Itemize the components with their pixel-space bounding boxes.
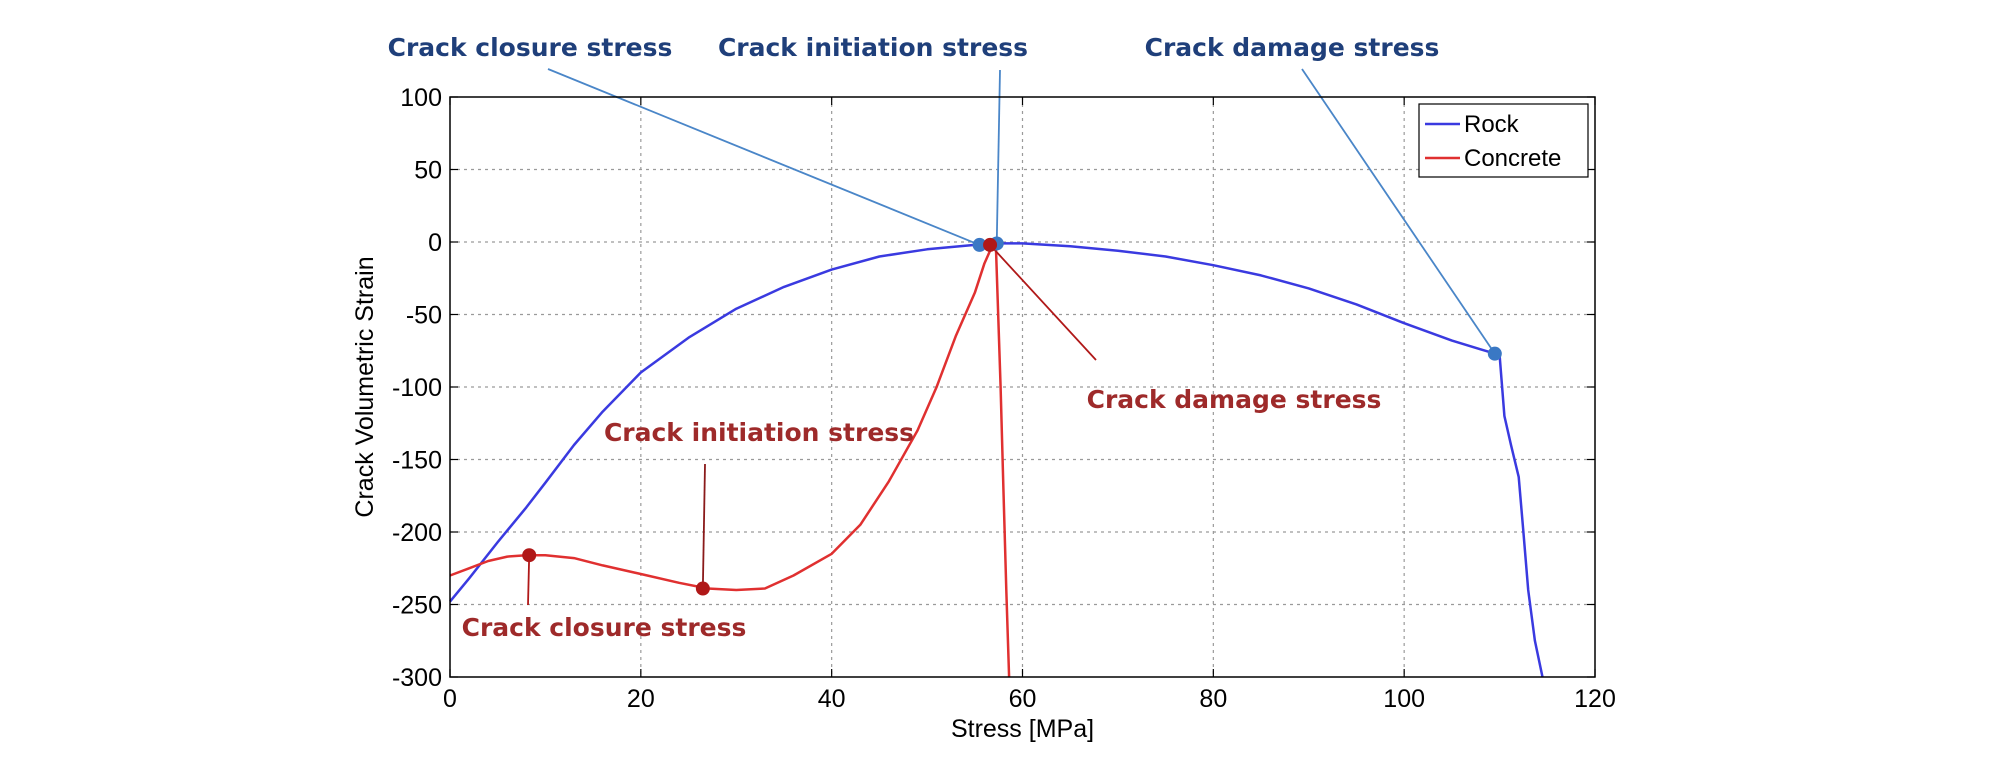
y-tick-label--250: -250 xyxy=(392,592,442,620)
y-tick-label--300: -300 xyxy=(392,664,442,692)
series-line-concrete xyxy=(449,242,1011,678)
y-tick-label--50: -50 xyxy=(406,302,442,330)
y-tick-label--150: -150 xyxy=(392,447,442,475)
marker-concrete-4 xyxy=(522,548,537,563)
marker-rock-2 xyxy=(1487,346,1502,361)
legend-label-rock: Rock xyxy=(1464,111,1520,138)
leader-line-5 xyxy=(527,555,531,606)
annotation-concrete-crack-initiation: Crack initiation stress xyxy=(604,418,914,447)
leader-line-0 xyxy=(547,68,980,246)
grid xyxy=(450,97,1595,677)
annotation-concrete-crack-damage: Crack damage stress xyxy=(1087,385,1382,414)
x-tick-label-0: 0 xyxy=(443,685,457,713)
marker-rock-0 xyxy=(972,237,987,252)
axis-ticks: 0 20 40 60 80 100 120 100 50 0 -50 -100 -150 -200 -250… xyxy=(392,84,1616,713)
marker-concrete-5 xyxy=(695,581,710,596)
y-tick-label--200: -200 xyxy=(392,519,442,547)
leader-line-2 xyxy=(1301,68,1496,355)
x-tick-label-120: 120 xyxy=(1574,685,1616,713)
y-tick-label-100: 100 xyxy=(400,84,442,112)
x-tick-label-40: 40 xyxy=(818,685,846,713)
leader-line-3 xyxy=(989,244,1097,361)
x-tick-label-80: 80 xyxy=(1199,685,1227,713)
x-tick-label-20: 20 xyxy=(627,685,655,713)
markers xyxy=(522,236,1502,596)
annotation-rock-crack-damage: Crack damage stress xyxy=(1145,33,1440,62)
leader-line-1 xyxy=(995,69,1001,244)
series-lines xyxy=(449,242,1544,678)
legend-label-concrete: Concrete xyxy=(1464,145,1561,172)
y-tick-label-0: 0 xyxy=(428,229,442,257)
x-tick-label-100: 100 xyxy=(1383,685,1425,713)
annotation-concrete-crack-closure: Crack closure stress xyxy=(462,613,747,642)
marker-concrete-3 xyxy=(983,237,998,252)
x-tick-label-60: 60 xyxy=(1009,685,1037,713)
annotation-leaders xyxy=(527,68,1496,606)
series-line-rock xyxy=(449,242,1544,678)
annotation-rock-crack-initiation: Crack initiation stress xyxy=(718,33,1028,62)
y-tick-label--100: -100 xyxy=(392,374,442,402)
x-axis-title: Stress [MPa] xyxy=(951,715,1094,743)
annotation-rock-crack-closure: Crack closure stress xyxy=(388,33,673,62)
leader-line-4 xyxy=(701,463,706,589)
legend-box xyxy=(1418,103,1589,178)
y-axis-title: Crack Volumetric Strain xyxy=(351,256,379,517)
y-tick-label-50: 50 xyxy=(414,157,442,185)
legend: Rock Concrete xyxy=(1418,103,1589,178)
